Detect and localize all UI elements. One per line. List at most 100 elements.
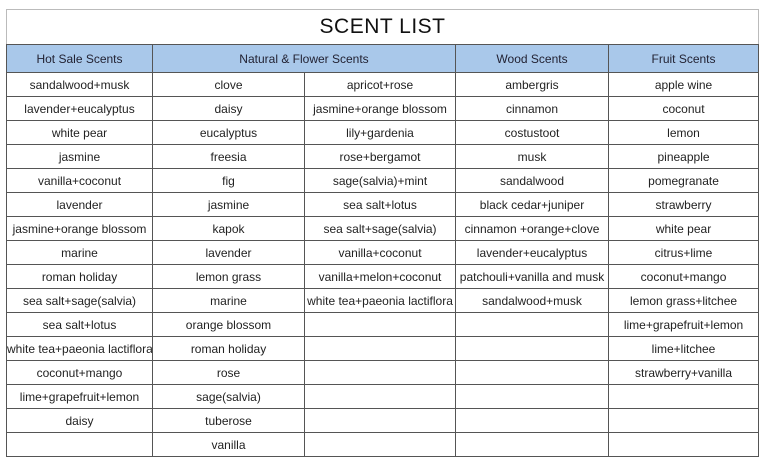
natural-flower-cell: orange blossom xyxy=(152,312,305,337)
wood-cell: ambergris xyxy=(455,72,609,97)
wood-cell xyxy=(455,360,609,385)
table-row: sea salt+lotus orange blossom lime+grapefr… xyxy=(6,312,760,337)
natural-flower-cell-2 xyxy=(304,408,456,433)
wood-cell xyxy=(455,384,609,409)
fruit-cell: white pear xyxy=(607,216,760,241)
natural-flower-cell: vanilla xyxy=(152,432,305,457)
fruit-cell: lime+litchee xyxy=(607,336,760,361)
page-title: SCENT LIST xyxy=(5,9,760,45)
table-row: vanilla+coconut fig sage(salvia)+mint sanda… xyxy=(6,168,760,193)
natural-flower-cell: roman holiday xyxy=(152,336,305,361)
fruit-cell: apple wine xyxy=(607,72,760,97)
natural-flower-cell: jasmine xyxy=(152,192,305,217)
wood-cell: sandalwood+musk xyxy=(455,288,609,313)
natural-flower-cell: sage(salvia) xyxy=(152,384,305,409)
table-row: marine lavender vanilla+coconut lavender+eu… xyxy=(6,240,760,265)
hot-sale-cell: roman holiday xyxy=(6,264,153,289)
hot-sale-cell: sea salt+lotus xyxy=(6,312,153,337)
hot-sale-cell: sea salt+sage(salvia) xyxy=(6,288,153,313)
natural-flower-cell-2 xyxy=(304,336,456,361)
table-row: vanilla xyxy=(6,432,760,457)
hot-sale-cell: vanilla+coconut xyxy=(6,168,153,193)
natural-flower-cell-2: vanilla+melon+coconut xyxy=(304,264,456,289)
natural-flower-cell-2 xyxy=(304,384,456,409)
wood-cell: cinnamon xyxy=(455,96,609,121)
natural-flower-cell-2 xyxy=(304,360,456,385)
hot-sale-cell xyxy=(6,432,153,457)
table-row: sandalwood+musk clove apricot+rose ambergri… xyxy=(6,72,760,97)
fruit-cell: coconut xyxy=(607,96,760,121)
fruit-cell: citrus+lime xyxy=(607,240,760,265)
table-row: lavender jasmine sea salt+lotus black cedar… xyxy=(6,192,760,217)
table-row: white tea+paeonia lactiflora roman holida… xyxy=(6,336,760,361)
table-row: white pear eucalyptus lily+gardenia costust… xyxy=(6,120,760,145)
table-row: lavender+eucalyptus daisy jasmine+orange b… xyxy=(6,96,760,121)
natural-flower-cell-2 xyxy=(304,432,456,457)
hot-sale-cell: lavender+eucalyptus xyxy=(6,96,153,121)
fruit-cell: strawberry+vanilla xyxy=(607,360,760,385)
table-row: jasmine+orange blossom kapok sea salt+sage… xyxy=(6,216,760,241)
wood-cell: patchouli+vanilla and musk xyxy=(455,264,609,289)
hot-sale-cell: daisy xyxy=(6,408,153,433)
natural-flower-cell-2: white tea+paeonia lactiflora xyxy=(304,288,456,313)
natural-flower-cell: daisy xyxy=(152,96,305,121)
natural-flower-cell: lavender xyxy=(152,240,305,265)
scent-table: SCENT LIST Hot Sale Scents Natural & Flo… xyxy=(5,9,760,457)
fruit-cell: lime+grapefruit+lemon xyxy=(607,312,760,337)
hot-sale-cell: sandalwood+musk xyxy=(6,72,153,97)
wood-cell: musk xyxy=(455,144,609,169)
hot-sale-cell: marine xyxy=(6,240,153,265)
wood-cell: costustoot xyxy=(455,120,609,145)
natural-flower-cell-2: rose+bergamot xyxy=(304,144,456,169)
hot-sale-cell: lavender xyxy=(6,192,153,217)
natural-flower-cell-2: apricot+rose xyxy=(304,72,456,97)
natural-flower-cell-2: sea salt+lotus xyxy=(304,192,456,217)
natural-flower-cell: kapok xyxy=(152,216,305,241)
fruit-cell: lemon xyxy=(607,120,760,145)
natural-flower-cell-2: vanilla+coconut xyxy=(304,240,456,265)
natural-flower-cell: eucalyptus xyxy=(152,120,305,145)
fruit-cell xyxy=(607,432,760,457)
wood-cell xyxy=(455,336,609,361)
natural-flower-cell: lemon grass xyxy=(152,264,305,289)
hot-sale-cell: white tea+paeonia lactiflora xyxy=(6,336,153,361)
scent-list-document: SCENT LIST Hot Sale Scents Natural & Flo… xyxy=(5,9,760,457)
wood-cell xyxy=(455,432,609,457)
natural-flower-cell-2: lily+gardenia xyxy=(304,120,456,145)
fruit-cell: pomegranate xyxy=(607,168,760,193)
wood-cell: black cedar+juniper xyxy=(455,192,609,217)
fruit-cell: lemon grass+litchee xyxy=(607,288,760,313)
natural-flower-cell: marine xyxy=(152,288,305,313)
table-row: lime+grapefruit+lemon sage(salvia) xyxy=(6,384,760,409)
wood-cell xyxy=(455,408,609,433)
table-row: daisy tuberose xyxy=(6,408,760,433)
header-hot-sale: Hot Sale Scents xyxy=(6,44,153,73)
hot-sale-cell: jasmine xyxy=(6,144,153,169)
hot-sale-cell: jasmine+orange blossom xyxy=(6,216,153,241)
table-row: sea salt+sage(salvia) marine white tea+pae… xyxy=(6,288,760,313)
natural-flower-cell: clove xyxy=(152,72,305,97)
natural-flower-cell-2: sea salt+sage(salvia) xyxy=(304,216,456,241)
hot-sale-cell: white pear xyxy=(6,120,153,145)
hot-sale-cell: lime+grapefruit+lemon xyxy=(6,384,153,409)
fruit-cell: pineapple xyxy=(607,144,760,169)
natural-flower-cell-2: jasmine+orange blossom xyxy=(304,96,456,121)
wood-cell xyxy=(455,312,609,337)
wood-cell: sandalwood xyxy=(455,168,609,193)
table-row: coconut+mango rose strawberry+vanilla xyxy=(6,360,760,385)
wood-cell: lavender+eucalyptus xyxy=(455,240,609,265)
table-row: roman holiday lemon grass vanilla+melon+co… xyxy=(6,264,760,289)
fruit-cell: coconut+mango xyxy=(607,264,760,289)
natural-flower-cell: rose xyxy=(152,360,305,385)
natural-flower-cell-2 xyxy=(304,312,456,337)
fruit-cell xyxy=(607,384,760,409)
natural-flower-cell: fig xyxy=(152,168,305,193)
fruit-cell: strawberry xyxy=(607,192,760,217)
table-row: jasmine freesia rose+bergamot musk pineapple xyxy=(6,144,760,169)
fruit-cell xyxy=(607,408,760,433)
natural-flower-cell: tuberose xyxy=(152,408,305,433)
natural-flower-cell: freesia xyxy=(152,144,305,169)
natural-flower-cell-2: sage(salvia)+mint xyxy=(304,168,456,193)
header-wood: Wood Scents xyxy=(455,44,609,73)
header-fruit: Fruit Scents xyxy=(607,44,760,73)
